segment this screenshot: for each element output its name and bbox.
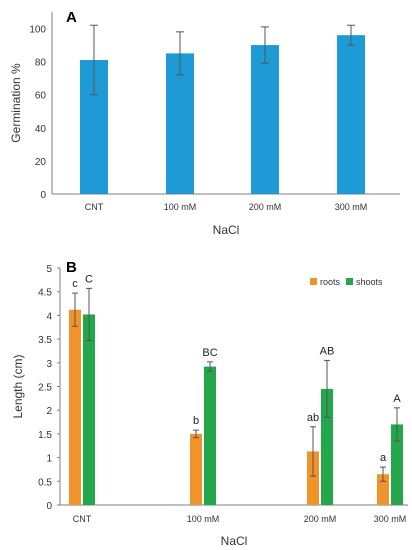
bar-germination bbox=[251, 45, 279, 194]
legend-swatch-roots bbox=[310, 278, 317, 285]
x-tick-label: 300 mM bbox=[335, 202, 368, 212]
y-tick-label: 80 bbox=[35, 58, 47, 69]
significance-letter-roots: ab bbox=[307, 412, 319, 424]
bar-roots bbox=[69, 309, 81, 505]
bar-roots bbox=[307, 451, 319, 505]
significance-letter-shoots: A bbox=[393, 393, 401, 405]
x-tick-label: 100 mM bbox=[164, 202, 197, 212]
bar-roots bbox=[190, 433, 202, 505]
panel-label-a: A bbox=[66, 9, 77, 26]
x-tick-label: 200 mM bbox=[304, 514, 337, 524]
significance-letter-shoots: C bbox=[85, 273, 93, 285]
bar-shoots bbox=[391, 424, 403, 505]
y-tick-label: 3 bbox=[46, 359, 52, 370]
x-tick-label: 100 mM bbox=[187, 514, 220, 524]
bar-roots bbox=[377, 474, 389, 505]
legend-swatch-shoots bbox=[346, 278, 353, 285]
bar-germination bbox=[166, 53, 194, 195]
bar-shoots bbox=[321, 388, 333, 505]
legend-label-shoots: shoots bbox=[356, 277, 383, 287]
bar-shoots bbox=[83, 314, 95, 505]
significance-letter-shoots: AB bbox=[320, 345, 335, 357]
y-axis-title: Germination % bbox=[9, 63, 23, 143]
y-tick-label: 0 bbox=[40, 190, 46, 201]
x-axis-title: NaCl bbox=[213, 223, 240, 237]
germination-chart: A 0 20 40 60 80 100 CNT 100 mM 200 mM 300 mM NaCl Ge… bbox=[9, 9, 400, 237]
panel-label-b: B bbox=[66, 259, 77, 276]
significance-letter-roots: a bbox=[380, 452, 387, 464]
y-tick-label: 60 bbox=[35, 91, 47, 102]
x-tick-label: CNT bbox=[85, 202, 104, 212]
x-tick-label: 200 mM bbox=[249, 202, 282, 212]
y-tick-label: 4.5 bbox=[38, 288, 52, 299]
y-tick-label: 100 bbox=[29, 25, 46, 36]
y-tick-label: 1.5 bbox=[38, 430, 52, 441]
y-tick-label: 0.5 bbox=[38, 477, 52, 488]
significance-letter-roots: c bbox=[72, 278, 78, 290]
y-tick-label: 1 bbox=[46, 454, 52, 465]
significance-letter-roots: b bbox=[193, 415, 199, 427]
y-axis-title: Length (cm) bbox=[11, 354, 25, 418]
legend-label-roots: roots bbox=[320, 277, 341, 287]
y-tick-label: 20 bbox=[35, 157, 47, 168]
length-chart: B 0 0.5 1 1.5 2 2.5 3 3.5 4 4.5 5 c b ab a C BC AB A CNT 100 … bbox=[11, 259, 408, 548]
y-tick-label: 4 bbox=[46, 311, 52, 322]
bar-germination bbox=[337, 35, 365, 194]
bar-shoots bbox=[204, 366, 216, 505]
x-tick-label: CNT bbox=[73, 514, 92, 524]
y-tick-label: 5 bbox=[46, 264, 52, 275]
y-tick-label: 2.5 bbox=[38, 383, 52, 394]
y-tick-label: 2 bbox=[46, 406, 52, 417]
y-tick-label: 40 bbox=[35, 124, 47, 135]
x-axis-title: NaCl bbox=[221, 534, 248, 548]
significance-letter-shoots: BC bbox=[202, 347, 217, 359]
y-tick-label: 3.5 bbox=[38, 335, 52, 346]
y-tick-label: 0 bbox=[46, 501, 52, 512]
x-tick-label: 300 mM bbox=[374, 514, 407, 524]
